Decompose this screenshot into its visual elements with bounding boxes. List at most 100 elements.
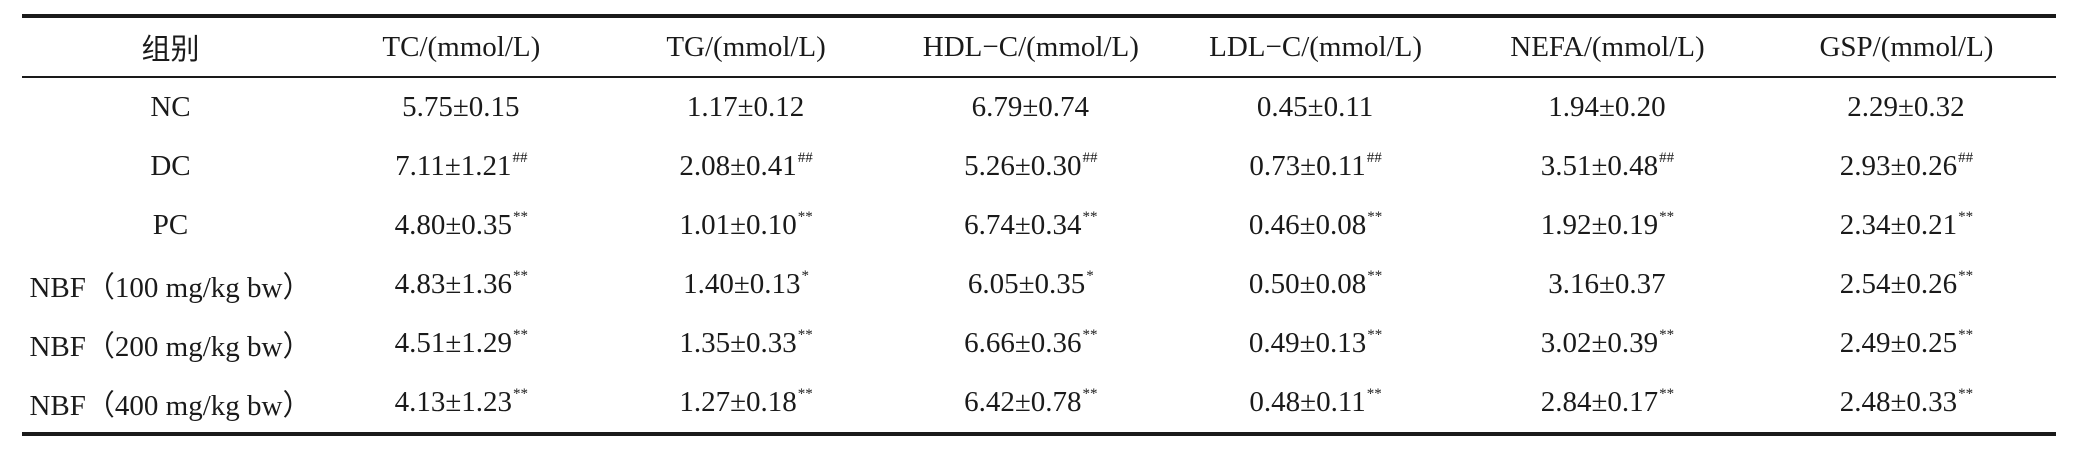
value-cell: 3.02±0.39**	[1458, 314, 1757, 373]
value-cell: 6.05±0.35*	[888, 255, 1173, 314]
cell-value: 3.16±0.37	[1548, 268, 1666, 300]
cell-value: 4.13±1.23	[394, 386, 513, 418]
significance-mark: **	[797, 386, 813, 402]
value-cell: 2.54±0.26**	[1757, 255, 2056, 314]
significance-mark: **	[1659, 386, 1675, 402]
significance-mark: **	[513, 327, 529, 343]
value-cell: 1.17±0.12	[604, 77, 889, 137]
table-row: PC 4.80±0.35** 1.01±0.10** 6.74±0.34** 0…	[22, 196, 2056, 255]
significance-mark: ##	[1366, 150, 1382, 166]
table-body: NC 5.75±0.15 1.17±0.12 6.79±0.74 0.45±0.…	[22, 77, 2056, 434]
header-ldl-c: LDL−C/(mmol/L)	[1209, 30, 1423, 63]
significance-mark: **	[513, 386, 529, 402]
cell-value: 2.48±0.33	[1839, 386, 1958, 418]
value-cell: 6.66±0.36**	[888, 314, 1173, 373]
significance-mark: ##	[1082, 150, 1098, 166]
group-cell: DC	[150, 150, 191, 182]
value-cell: 1.35±0.33**	[604, 314, 889, 373]
value-cell: 1.92±0.19**	[1458, 196, 1757, 255]
group-cell: PC	[152, 209, 189, 241]
cell-value: 6.05±0.35	[967, 268, 1086, 300]
value-cell: 0.50±0.08**	[1173, 255, 1458, 314]
cell-value: 3.51±0.48	[1540, 150, 1659, 182]
value-cell: 2.93±0.26##	[1757, 137, 2056, 196]
table-row: NBF（200 mg/kg bw） 4.51±1.29** 1.35±0.33*…	[22, 314, 2056, 373]
cell-value: 2.93±0.26	[1839, 150, 1958, 182]
table-row: NBF（400 mg/kg bw） 4.13±1.23** 1.27±0.18*…	[22, 373, 2056, 434]
significance-mark: **	[1958, 327, 1974, 343]
cell-value: 2.49±0.25	[1839, 327, 1958, 359]
data-table: 组别 TC/(mmol/L) TG/(mmol/L) HDL−C/(mmol/L…	[22, 14, 2056, 436]
significance-mark: **	[1958, 386, 1974, 402]
cell-value: 6.79±0.74	[971, 91, 1090, 123]
value-cell: 1.27±0.18**	[604, 373, 889, 434]
significance-mark: **	[1659, 209, 1675, 225]
cell-value: 1.27±0.18	[679, 386, 797, 418]
value-cell: 0.45±0.11	[1173, 77, 1458, 137]
group-cell: NBF（400 mg/kg bw）	[29, 389, 312, 422]
significance-mark: **	[513, 268, 529, 284]
cell-value: 6.42±0.78	[964, 386, 1082, 418]
header-gsp: GSP/(mmol/L)	[1819, 30, 1994, 63]
significance-mark: **	[1366, 386, 1382, 402]
value-cell: 1.01±0.10**	[604, 196, 889, 255]
cell-value: 7.11±1.21	[395, 150, 512, 182]
value-cell: 4.83±1.36**	[319, 255, 604, 314]
value-cell: 2.49±0.25**	[1757, 314, 2056, 373]
value-cell: 6.79±0.74	[888, 77, 1173, 137]
header-tc: TC/(mmol/L)	[382, 30, 541, 63]
group-cell: NBF（100 mg/kg bw）	[29, 271, 312, 304]
cell-value: 1.17±0.12	[686, 91, 805, 123]
significance-mark: **	[797, 209, 813, 225]
header-nefa: NEFA/(mmol/L)	[1510, 30, 1705, 63]
cell-value: 1.35±0.33	[679, 327, 797, 359]
table-header: 组别 TC/(mmol/L) TG/(mmol/L) HDL−C/(mmol/L…	[22, 16, 2056, 77]
value-cell: 0.48±0.11**	[1173, 373, 1458, 434]
value-cell: 4.80±0.35**	[319, 196, 604, 255]
value-cell: 6.74±0.34**	[888, 196, 1173, 255]
cell-value: 2.08±0.41	[679, 150, 797, 182]
significance-mark: *	[801, 268, 810, 284]
cell-value: 5.26±0.30	[964, 150, 1082, 182]
cell-value: 4.83±1.36	[394, 268, 513, 300]
significance-mark: ##	[512, 150, 528, 166]
cell-value: 0.50±0.08	[1248, 268, 1367, 300]
data-table-container: 组别 TC/(mmol/L) TG/(mmol/L) HDL−C/(mmol/L…	[22, 14, 2056, 436]
cell-value: 5.75±0.15	[402, 91, 520, 123]
significance-mark: **	[1367, 268, 1383, 284]
cell-value: 4.51±1.29	[394, 327, 513, 359]
significance-mark: ##	[797, 150, 813, 166]
value-cell: 2.84±0.17**	[1458, 373, 1757, 434]
cell-value: 0.73±0.11	[1249, 150, 1366, 182]
cell-value: 6.74±0.34	[964, 209, 1082, 241]
value-cell: 7.11±1.21##	[319, 137, 604, 196]
cell-value: 2.54±0.26	[1839, 268, 1958, 300]
value-cell: 2.48±0.33**	[1757, 373, 2056, 434]
cell-value: 2.29±0.32	[1847, 91, 1965, 123]
significance-mark: **	[1367, 209, 1383, 225]
table-row: DC 7.11±1.21## 2.08±0.41## 5.26±0.30## 0…	[22, 137, 2056, 196]
significance-mark: **	[1082, 386, 1098, 402]
table-row: NBF（100 mg/kg bw） 4.83±1.36** 1.40±0.13*…	[22, 255, 2056, 314]
header-group: 组别	[141, 34, 200, 66]
value-cell: 2.34±0.21**	[1757, 196, 2056, 255]
significance-mark: *	[1086, 268, 1094, 284]
significance-mark: **	[1958, 209, 1974, 225]
significance-mark: **	[1082, 209, 1098, 225]
significance-mark: ##	[1659, 150, 1675, 166]
value-cell: 1.40±0.13*	[604, 255, 889, 314]
table-row: NC 5.75±0.15 1.17±0.12 6.79±0.74 0.45±0.…	[22, 77, 2056, 137]
cell-value: 3.02±0.39	[1540, 327, 1659, 359]
group-cell: NC	[150, 91, 191, 123]
significance-mark: **	[1958, 268, 1974, 284]
value-cell: 0.73±0.11##	[1173, 137, 1458, 196]
cell-value: 1.94±0.20	[1548, 91, 1666, 123]
group-cell: NBF（200 mg/kg bw）	[29, 330, 312, 363]
value-cell: 3.51±0.48##	[1458, 137, 1757, 196]
significance-mark: **	[797, 327, 813, 343]
value-cell: 0.49±0.13**	[1173, 314, 1458, 373]
cell-value: 1.40±0.13	[683, 268, 801, 300]
header-hdl-c: HDL−C/(mmol/L)	[922, 30, 1139, 63]
significance-mark: **	[1367, 327, 1383, 343]
value-cell: 4.51±1.29**	[319, 314, 604, 373]
